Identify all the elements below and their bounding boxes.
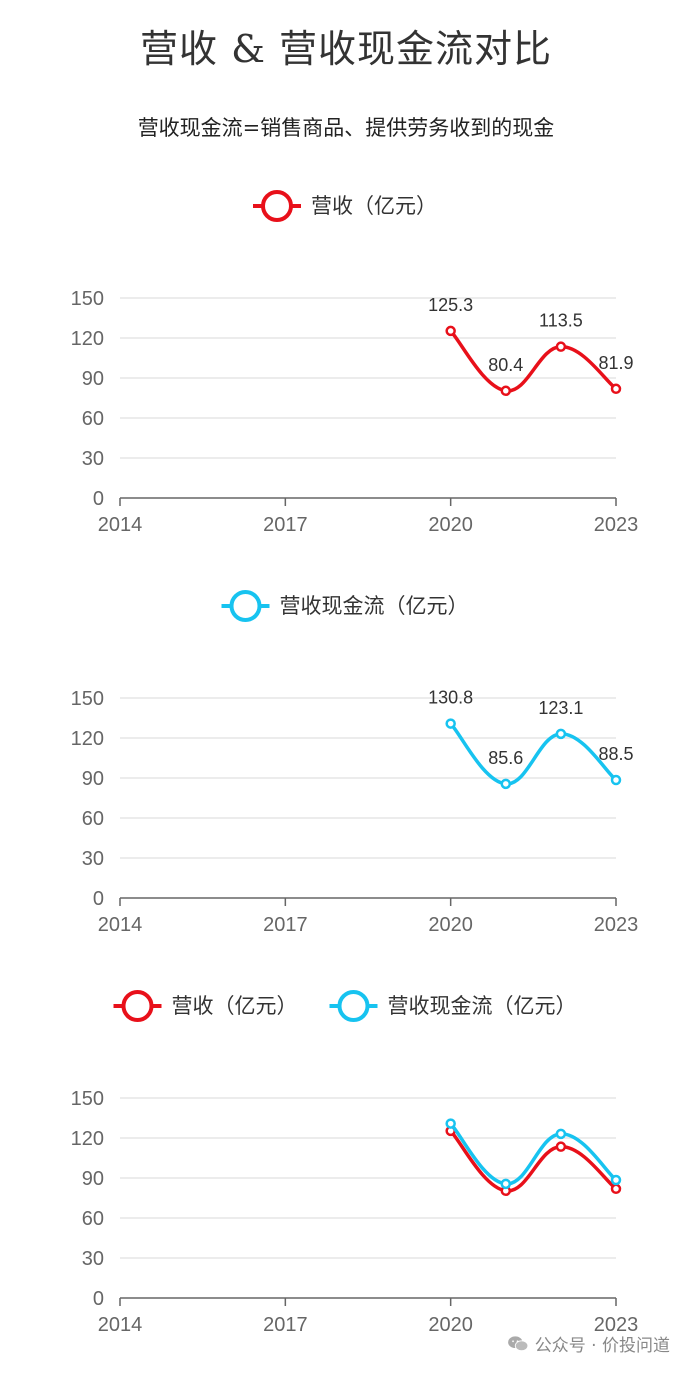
- data-point: [555, 1141, 567, 1152]
- legend-item: 营收现金流（亿元）: [221, 590, 469, 622]
- data-point: [555, 728, 567, 740]
- y-tick-label: 120: [71, 328, 104, 350]
- x-tick-label: 2014: [98, 1314, 143, 1336]
- x-tick-label: 2017: [263, 514, 308, 536]
- data-label: 80.4: [488, 355, 523, 375]
- y-tick-label: 60: [82, 408, 104, 430]
- data-point: [445, 1118, 456, 1129]
- x-tick-label: 2014: [98, 514, 143, 536]
- data-point: [500, 778, 512, 790]
- y-tick-label: 150: [71, 688, 104, 710]
- legend-item: 营收（亿元）: [113, 990, 298, 1022]
- series-line: [449, 1122, 618, 1186]
- y-tick-label: 0: [93, 488, 104, 510]
- x-tick-label: 2020: [428, 514, 473, 536]
- x-tick-label: 2020: [428, 1314, 473, 1336]
- watermark: 公众号 · 价投问道: [507, 1331, 670, 1356]
- watermark-text: 公众号 · 价投问道: [534, 1336, 670, 1356]
- y-tick-label: 150: [71, 288, 104, 310]
- x-tick-label: 2014: [98, 914, 143, 936]
- x-tick-label: 2023: [594, 1314, 639, 1336]
- y-tick-label: 30: [82, 1248, 104, 1270]
- y-tick-label: 0: [93, 888, 104, 910]
- x-tick-label: 2017: [263, 1314, 308, 1336]
- y-tick-label: 60: [82, 1208, 104, 1230]
- data-point: [445, 325, 456, 337]
- y-tick-label: 120: [71, 728, 104, 750]
- chart-subtitle: 营收现金流=销售商品、提供劳务收到的现金: [137, 116, 555, 140]
- legend-label: 营收现金流（亿元）: [280, 594, 469, 618]
- y-tick-label: 90: [82, 768, 104, 790]
- data-point: [500, 385, 512, 397]
- chart-revenue: 营收（亿元） 0 30 60 90 120 150 2014 2017 2020 2023 125.3…: [71, 190, 639, 536]
- legend-item: 营收（亿元）: [253, 190, 437, 222]
- legend-label: 营收现金流（亿元）: [388, 994, 577, 1018]
- y-tick-label: 60: [82, 808, 104, 830]
- chart-title: 营收 & 营收现金流对比: [140, 27, 552, 71]
- data-point: [555, 341, 567, 352]
- y-tick-label: 30: [82, 448, 104, 470]
- data-point: [610, 1183, 622, 1195]
- y-tick-label: 120: [71, 1128, 104, 1150]
- data-label: 123.1: [538, 698, 583, 718]
- data-point: [445, 718, 456, 729]
- data-label: 85.6: [488, 748, 523, 768]
- wechat-icon: [507, 1335, 529, 1351]
- series-line: [449, 722, 618, 786]
- x-tick-label: 2017: [263, 914, 308, 936]
- data-label: 130.8: [428, 688, 473, 708]
- data-label: 113.5: [539, 311, 583, 331]
- legend-marker: [121, 990, 154, 1022]
- x-tick-label: 2023: [594, 914, 639, 936]
- legend-marker: [337, 990, 370, 1022]
- data-point: [610, 383, 622, 395]
- data-label: 125.3: [428, 295, 473, 315]
- legend-label: 营收（亿元）: [311, 194, 437, 218]
- series-line: [449, 329, 618, 393]
- y-tick-label: 150: [71, 1088, 104, 1110]
- data-point: [610, 1174, 622, 1186]
- y-tick-label: 30: [82, 848, 104, 870]
- legend-label: 营收（亿元）: [172, 994, 298, 1018]
- data-point: [500, 1178, 512, 1190]
- chart-combined: 营收（亿元） 营收现金流（亿元） 0 30 60 90 120 150 2014 2017 2020…: [71, 990, 639, 1336]
- data-point: [610, 774, 622, 786]
- legend-marker: [261, 190, 293, 222]
- data-point: [555, 1128, 567, 1140]
- y-tick-label: 90: [82, 368, 104, 390]
- chart-cashflow: 营收现金流（亿元） 0 30 60 90 120 150 2014 2017 2020 2023 13…: [71, 590, 639, 936]
- legend-marker: [229, 590, 262, 622]
- y-tick-label: 90: [82, 1168, 104, 1190]
- legend-item: 营收现金流（亿元）: [329, 990, 577, 1022]
- data-label: 81.9: [598, 353, 633, 373]
- data-label: 88.5: [598, 744, 633, 764]
- x-tick-label: 2020: [428, 914, 473, 936]
- y-tick-label: 0: [93, 1288, 104, 1310]
- series-line: [449, 1129, 618, 1193]
- x-tick-label: 2023: [594, 514, 639, 536]
